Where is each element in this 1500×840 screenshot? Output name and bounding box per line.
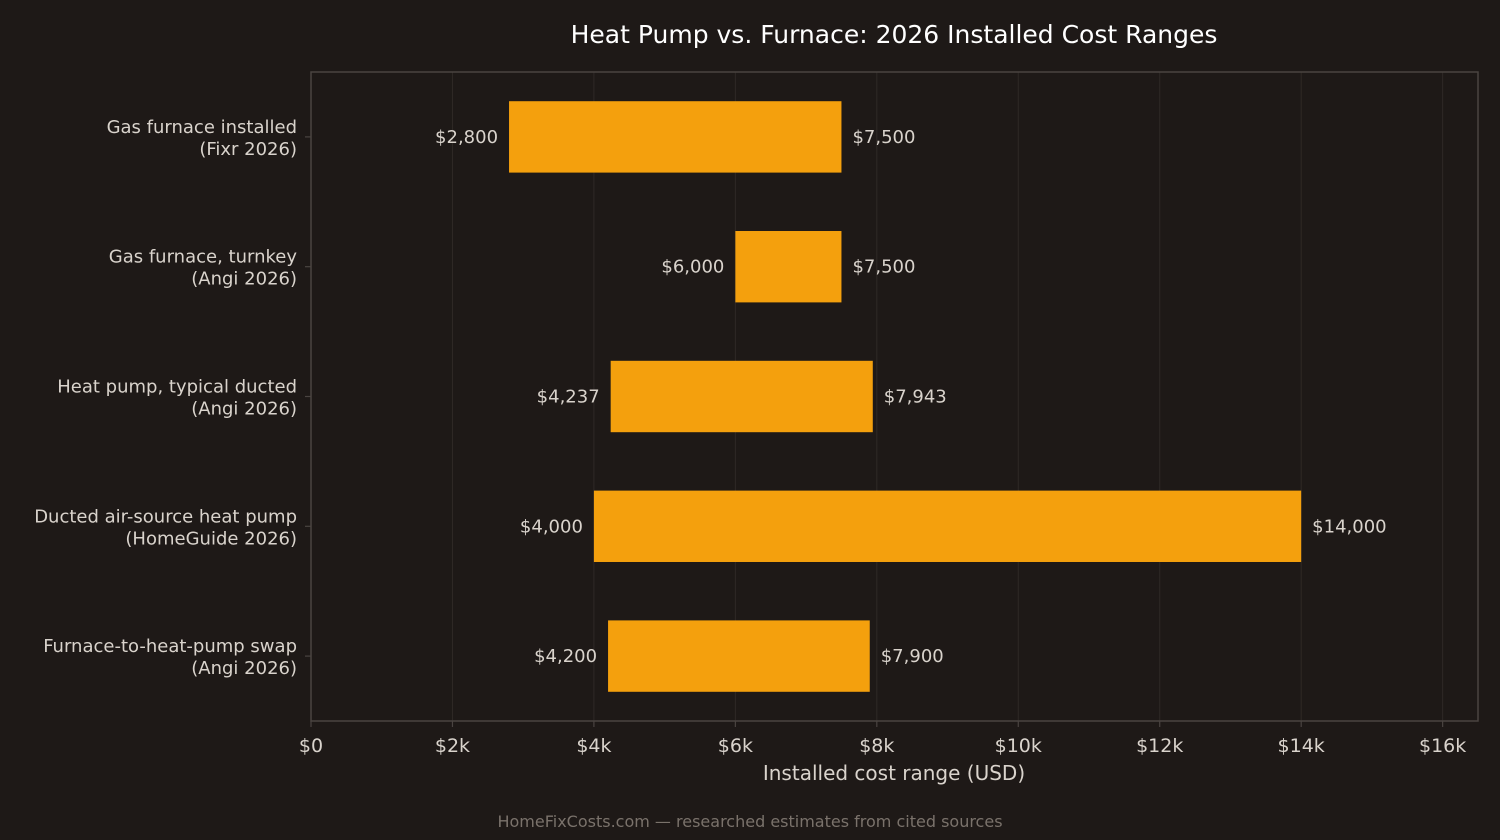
- x-tick-label: $10k: [995, 735, 1042, 757]
- category-labels: Gas furnace installed(Fixr 2026) Gas furn…: [34, 117, 311, 679]
- range-bar: [735, 231, 842, 303]
- x-tick-label: $14k: [1278, 735, 1325, 757]
- low-value-label: $4,200: [534, 646, 597, 667]
- x-tick-label: $6k: [718, 735, 753, 757]
- footer-note: HomeFixCosts.com — researched estimates …: [497, 812, 1002, 831]
- range-bar: [610, 360, 873, 433]
- x-tick-label: $8k: [859, 735, 894, 757]
- high-value-label: $7,900: [881, 646, 944, 667]
- category-label: Ducted air-source heat pump: [34, 506, 297, 527]
- category-source: (Angi 2026): [191, 658, 297, 679]
- x-tick-label: $4k: [576, 735, 611, 757]
- low-value-label: $2,800: [435, 127, 498, 148]
- category-source: (Angi 2026): [191, 399, 297, 420]
- high-value-label: $14,000: [1312, 516, 1386, 537]
- x-axis-label: Installed cost range (USD): [763, 761, 1025, 785]
- x-tick-label: $16k: [1419, 735, 1466, 757]
- high-value-label: $7,500: [852, 257, 915, 278]
- category-source: (Angi 2026): [191, 269, 297, 290]
- chart-title: Heat Pump vs. Furnace: 2026 Installed Co…: [571, 20, 1218, 49]
- bars: $2,800 $7,500 $6,000 $7,500 $4,237 $7,943 $4,0…: [435, 101, 1387, 692]
- category-label: Gas furnace installed: [107, 117, 297, 138]
- range-bar: [608, 620, 870, 692]
- category-label: Gas furnace, turnkey: [109, 247, 298, 268]
- x-tick-label: $12k: [1136, 735, 1183, 757]
- high-value-label: $7,943: [884, 387, 947, 408]
- grid-lines: [310, 72, 1444, 721]
- category-label: Heat pump, typical ducted: [57, 377, 297, 398]
- category-label: Furnace-to-heat-pump swap: [43, 636, 297, 657]
- category-source: (Fixr 2026): [199, 139, 297, 160]
- category-source: (HomeGuide 2026): [125, 528, 297, 549]
- low-value-label: $4,237: [537, 387, 600, 408]
- high-value-label: $7,500: [852, 127, 915, 148]
- range-bar: [509, 101, 842, 173]
- plot-frame: [310, 71, 1479, 722]
- low-value-label: $6,000: [661, 257, 724, 278]
- low-value-label: $4,000: [520, 516, 583, 537]
- x-tick-label: $0: [299, 735, 323, 757]
- range-bar: [593, 490, 1302, 562]
- x-tick-label: $2k: [435, 735, 470, 757]
- x-axis-ticks: $0 $2k $4k $6k $8k $10k $12k $14k $16k: [299, 721, 1466, 757]
